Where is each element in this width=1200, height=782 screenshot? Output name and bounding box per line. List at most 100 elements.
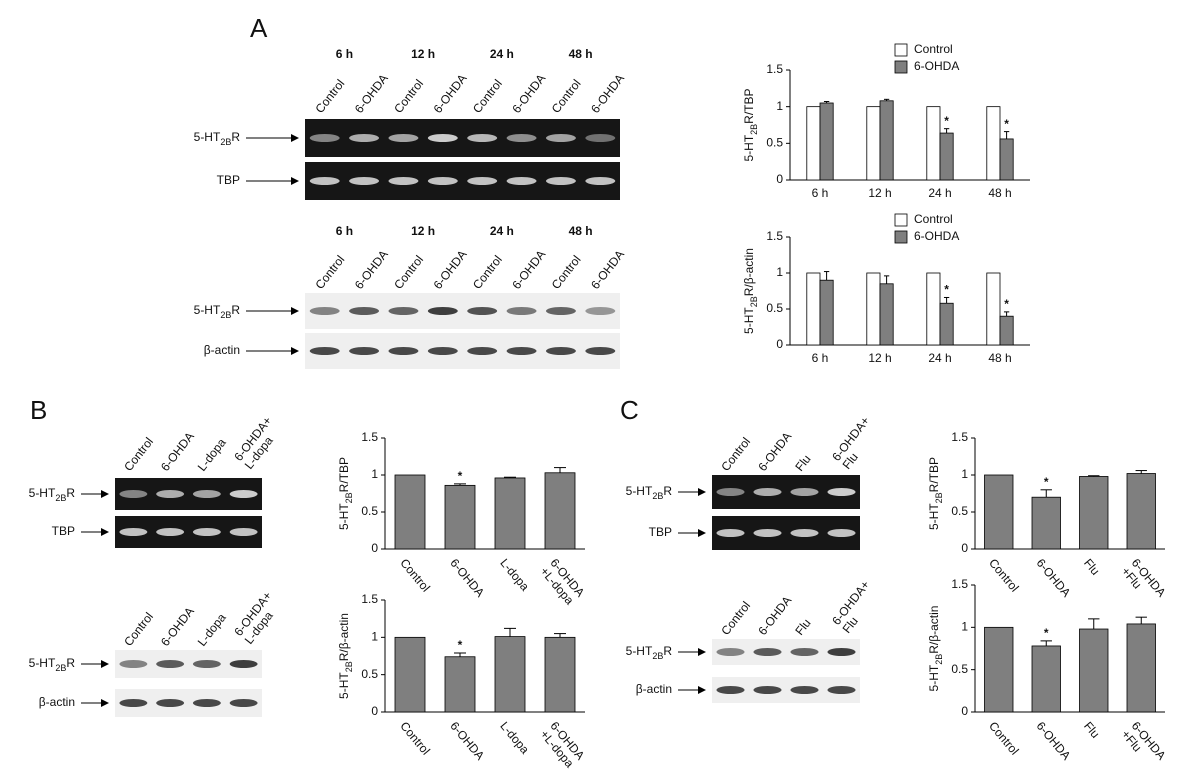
y-axis-label-sub: 2B [749,124,759,135]
lane-label: 6-OHDA [588,247,627,291]
arrow-head [698,488,706,496]
arrow-head [291,134,299,142]
row-label-sub: 2B [652,491,663,501]
lane-label: Control [313,77,348,116]
y-tick-label: 0 [371,541,378,555]
arrow-head [101,660,109,668]
significance: * [944,114,949,128]
row-label: β-actin [39,695,75,709]
band [585,177,616,185]
band [156,490,185,498]
lane-label: 6-OHDA [588,71,627,115]
band [827,488,856,496]
lane-label: 6-OHDA [158,429,197,473]
y-tick-label: 0 [371,704,378,718]
band [119,699,148,707]
x-tick-label: Control [986,719,1022,758]
lane-label: Control [718,435,753,474]
band [790,488,819,496]
arrow-head [291,177,299,185]
lane-label: Control [121,435,156,474]
significance: * [944,283,949,297]
band [753,648,782,656]
band [716,686,745,694]
y-axis-label-text: 5-HT [337,503,351,530]
lane-label: 6-OHDA [158,604,197,648]
arrow-head [291,307,299,315]
error-bar [1088,475,1100,477]
band [388,134,419,142]
y-tick-label: 1 [776,265,783,279]
lane-label: L-dopa [195,435,229,473]
y-tick-label: 1.5 [951,577,968,591]
significance: * [1044,475,1049,489]
band [309,307,340,315]
x-tick-label: Flu [1081,719,1102,741]
x-tick-label: 6 h [812,186,829,200]
band [349,177,380,185]
significance: * [458,638,463,652]
y-axis-label-tail: R/TBP [742,88,756,123]
bar [984,626,1014,713]
band [229,660,258,668]
lane-label: L-dopa [195,610,229,648]
lane-label: Control [391,253,426,292]
row-label: TBP [649,525,672,539]
y-tick-label: 0.5 [361,667,378,681]
row-label-tail: R [663,484,672,498]
lane-label: Control [391,77,426,116]
band [229,699,258,707]
error-bar [504,476,516,478]
bar [939,132,954,181]
y-tick-label: 0 [776,337,783,351]
lane-label: Flu [792,616,813,638]
lane-label: Control [313,253,348,292]
bar [984,474,1014,550]
y-tick-label: 1.5 [361,430,378,444]
arrow-head [698,648,706,656]
y-axis-label: 5-HT2BR/TBP [927,457,944,530]
band [119,660,148,668]
x-tick-label: Control [397,556,433,595]
bar [1079,476,1109,550]
band [545,177,576,185]
x-tick-label: 6-OHDA+Flu [1118,719,1168,771]
error-bar [1040,640,1052,646]
lane-label: 6-OHDA [509,247,548,291]
row-label-tail: R [663,644,672,658]
y-tick-label: 0 [961,704,968,718]
y-axis-label-tail: R/β-actin [337,613,351,661]
band [349,347,380,355]
row-label: 5-HT2BR [29,486,76,503]
lane-label: Flu [792,452,813,474]
bar [544,636,576,713]
band [229,490,258,498]
band [427,347,458,355]
row-label-sub: 2B [55,493,66,503]
bar [394,474,426,550]
y-tick-label: 1.5 [361,592,378,606]
y-tick-label: 0.5 [951,662,968,676]
row-label-text: TBP [217,173,240,187]
x-tick-label: Flu [1081,556,1102,578]
band [467,177,498,185]
bar [866,272,881,346]
bar [444,656,476,713]
lane-label: Control [549,253,584,292]
band [506,177,537,185]
y-tick-label: 1 [371,630,378,644]
band [716,488,745,496]
band [309,347,340,355]
legend-swatch [894,43,908,57]
row-label-text: 5-HT [194,130,221,144]
lane-label: 6-OHDA+Flu [829,414,883,472]
error-bar [823,101,830,103]
row-label: β-actin [204,343,240,357]
band [427,134,458,142]
y-tick-label: 0 [776,172,783,186]
y-axis-label: 5-HT2BR/β-actin [742,248,759,334]
band [309,177,340,185]
time-label: 6 h [336,224,353,238]
legend-label: Control [914,42,953,56]
lane-label: 6-OHDA+L-dopa [231,589,285,647]
